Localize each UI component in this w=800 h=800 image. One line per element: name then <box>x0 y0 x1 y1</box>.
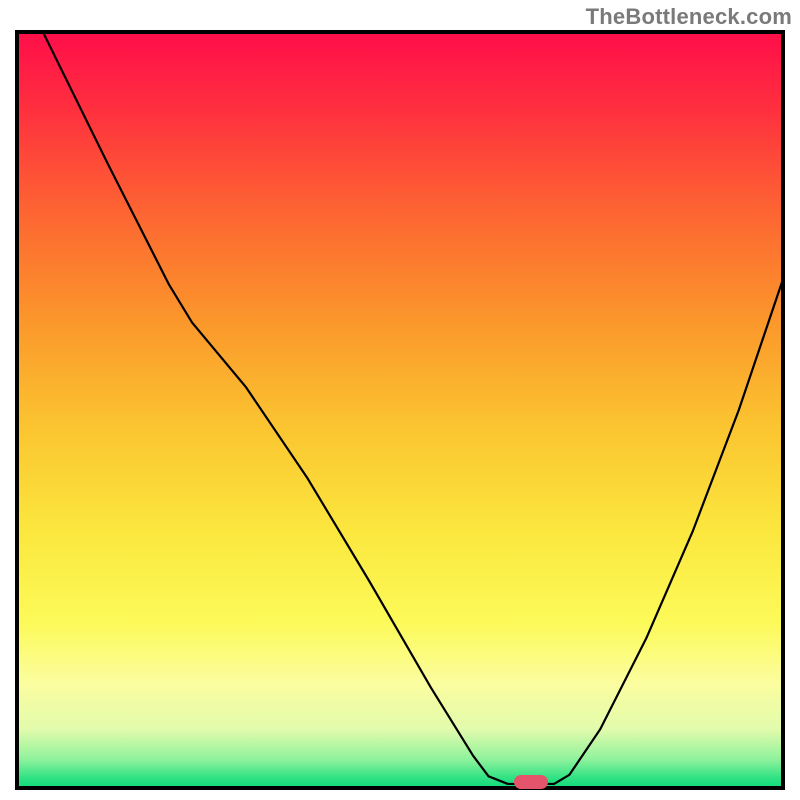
watermark-text: TheBottleneck.com <box>586 4 792 30</box>
chart-stage: TheBottleneck.com <box>0 0 800 800</box>
plot-area <box>15 30 785 790</box>
gradient-background <box>15 30 785 790</box>
chart-frame <box>15 30 785 790</box>
